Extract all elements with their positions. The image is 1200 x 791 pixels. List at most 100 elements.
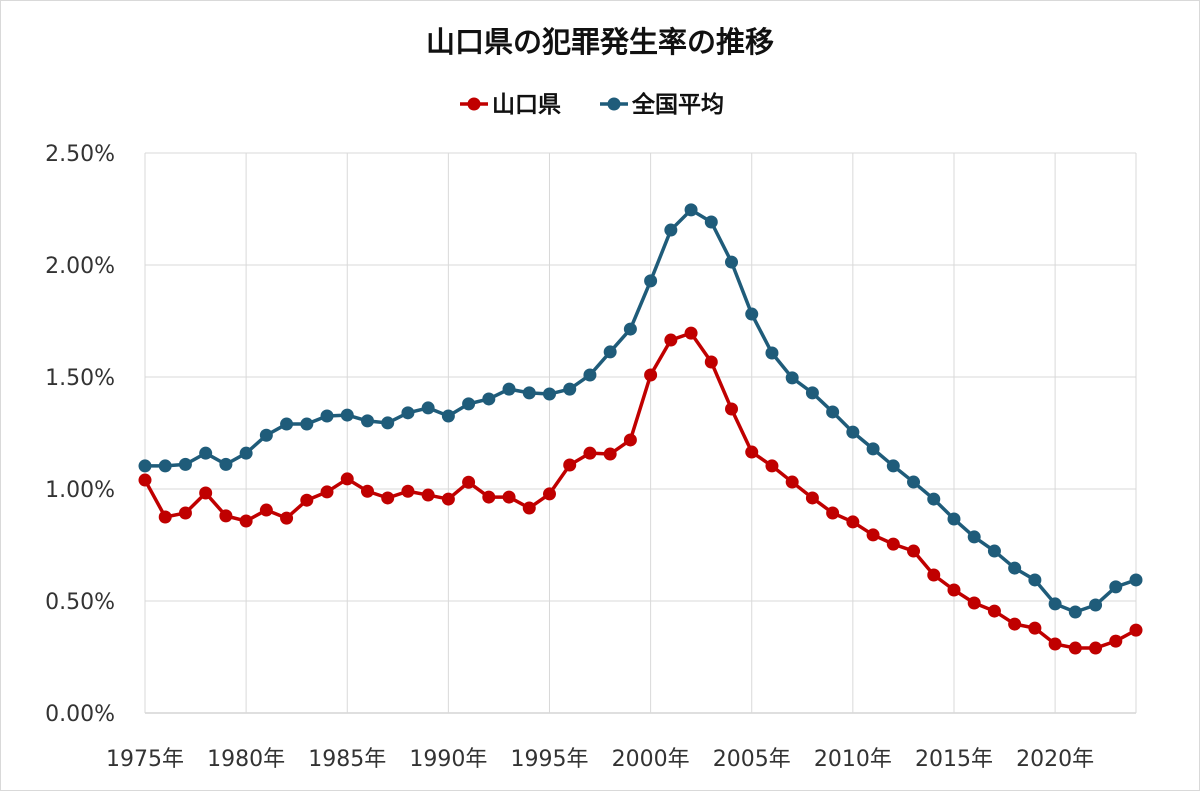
data-point [441,492,455,506]
data-point [158,510,172,524]
data-point [1068,641,1082,655]
data-point [1008,561,1022,575]
data-point [907,544,921,558]
data-point [1089,641,1103,655]
data-point [360,414,374,428]
y-tick-label: 0.50% [45,590,115,615]
data-point [462,475,476,489]
data-point [664,333,678,347]
data-point [178,457,192,471]
data-point [826,506,840,520]
data-point [219,457,233,471]
data-point [623,322,637,336]
data-point [886,459,900,473]
data-point [502,490,516,504]
data-point [178,506,192,520]
data-point [987,604,1001,618]
data-point [381,491,395,505]
data-point [987,544,1001,558]
chart-title: 山口県の犯罪発生率の推移 [426,25,774,59]
data-point [542,487,556,501]
data-point [542,387,556,401]
data-point [765,459,779,473]
legend-marker [467,97,481,111]
data-point [1048,637,1062,651]
data-point [725,255,739,269]
data-point [300,493,314,507]
data-point [644,368,658,382]
data-point [1109,634,1123,648]
data-point [947,512,961,526]
data-point [1028,621,1042,635]
data-point [603,447,617,461]
x-tick-label: 2005年 [713,747,791,772]
data-point [563,382,577,396]
data-point [1008,617,1022,631]
data-point [745,445,759,459]
data-point [320,409,334,423]
data-point [259,428,273,442]
data-point [846,515,860,529]
data-point [421,488,435,502]
data-point [522,501,536,515]
legend-marker [607,97,621,111]
data-point [219,509,233,523]
legend-label: 山口県 [492,92,561,118]
x-tick-label: 1990年 [409,747,487,772]
data-point [482,490,496,504]
data-point [280,417,294,431]
data-point [684,326,698,340]
legend-label: 全国平均 [631,91,724,118]
y-tick-label: 1.00% [45,478,115,503]
data-point [199,486,213,500]
data-point [522,386,536,400]
data-point [684,203,698,217]
data-point [725,402,739,416]
gridlines [144,152,1137,714]
data-point [805,491,819,505]
data-point [421,401,435,415]
data-point [664,223,678,237]
data-point [138,473,152,487]
data-point [1129,623,1143,637]
data-point [401,484,415,498]
data-point [805,386,819,400]
data-point [360,484,374,498]
data-point [401,406,415,420]
data-point [745,307,759,321]
data-point [259,503,273,517]
data-point [199,446,213,460]
x-tick-label: 2000年 [612,747,690,772]
series-yamaguchi [138,326,1143,655]
x-tick-label: 1975年 [106,747,184,772]
legend: 山口県 全国平均 [460,91,724,118]
data-point [340,472,354,486]
y-tick-label: 2.50% [45,142,115,167]
data-point [441,409,455,423]
data-point [947,583,961,597]
series-group [138,203,1143,655]
data-point [765,346,779,360]
y-axis: 0.00% 0.50% 1.00% 1.50% 2.00% 2.50% [45,142,115,727]
data-point [886,537,900,551]
data-point [340,408,354,422]
data-point [482,392,496,406]
data-point [280,511,294,525]
data-point [704,215,718,229]
data-point [1028,573,1042,587]
x-tick-label: 2015年 [915,747,993,772]
data-point [158,459,172,473]
data-point [138,459,152,473]
data-point [623,433,637,447]
data-point [239,446,253,460]
data-point [866,528,880,542]
data-point [1048,597,1062,611]
x-tick-label: 1985年 [308,747,386,772]
data-point [866,442,880,456]
x-tick-label: 2020年 [1016,747,1094,772]
x-tick-label: 1980年 [207,747,285,772]
data-point [927,568,941,582]
data-point [826,405,840,419]
data-point [239,514,253,528]
